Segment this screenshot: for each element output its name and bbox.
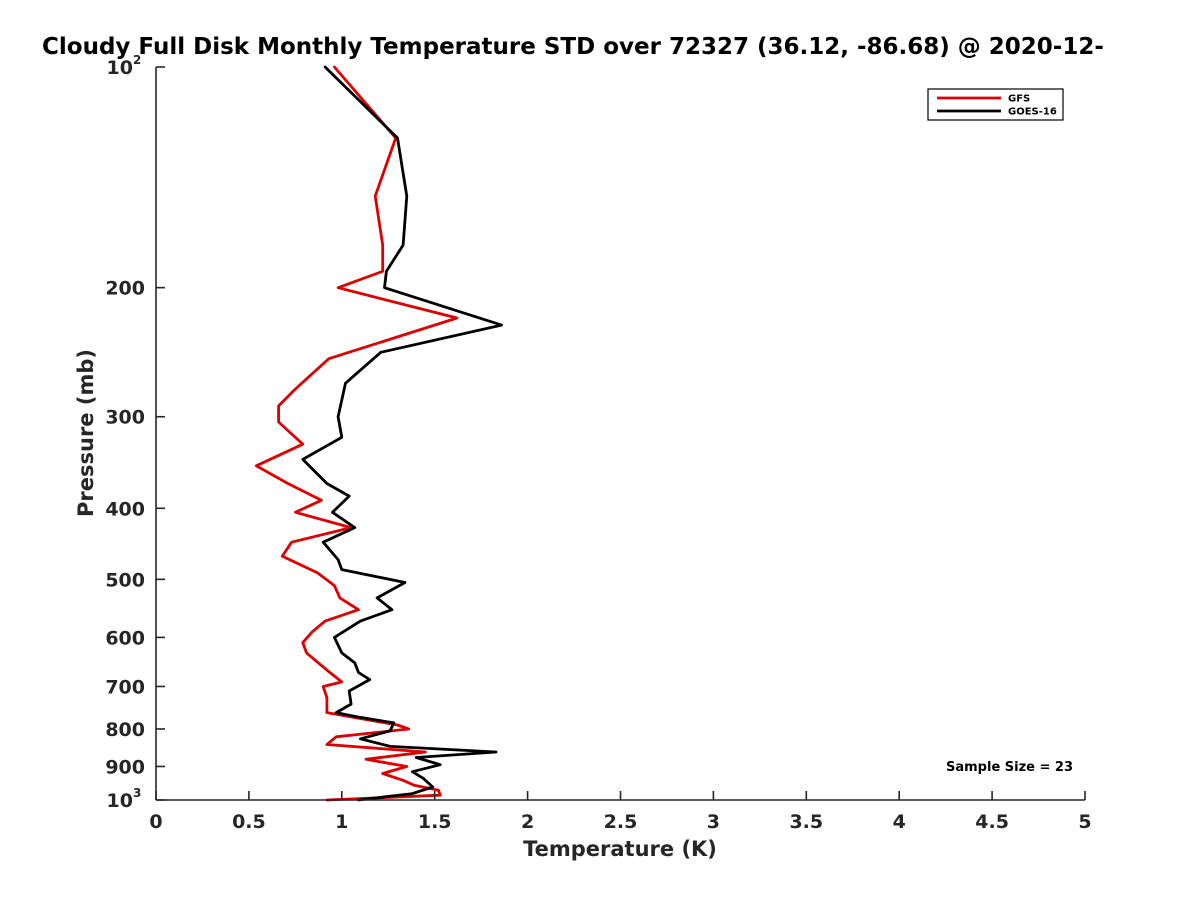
y-tick-label: 800 [105, 719, 145, 741]
y-axis-label: Pressure (mb) [74, 349, 98, 517]
y-tick-label-base: 10 [107, 57, 133, 79]
legend-box [927, 88, 1064, 121]
series-line-goes-16 [301, 65, 504, 802]
series-line-gfs [254, 65, 459, 802]
y-tick-label: 400 [105, 498, 145, 520]
x-tick-label: 4 [893, 811, 906, 833]
x-tick-label: 0.5 [232, 811, 266, 833]
y-tick-label: 700 [105, 676, 145, 698]
legend-label: GFS [1008, 94, 1030, 105]
x-tick-label: 1.5 [418, 811, 452, 833]
x-tick-label: 0 [149, 811, 162, 833]
legend: GFS GOES-16 [927, 88, 1064, 121]
y-tick-label-exponent: 2 [133, 53, 141, 67]
y-tick-label-base: 10 [107, 790, 133, 812]
x-tick-label: 5 [1078, 811, 1091, 833]
y-tick-label: 500 [105, 569, 145, 591]
y-tick-label: 200 [105, 278, 145, 300]
x-tick-label: 1 [335, 811, 348, 833]
y-tick-label: 300 [105, 407, 145, 429]
x-tick-label: 2.5 [604, 811, 638, 833]
x-axis-label: Temperature (K) [523, 837, 717, 861]
chart-title: Cloudy Full Disk Monthly Temperature STD… [42, 34, 1104, 60]
y-tick-label: 600 [105, 627, 145, 649]
y-tick-label: 900 [105, 756, 145, 778]
sample-size-annotation: Sample Size = 23 [946, 760, 1073, 775]
x-tick-label: 4.5 [975, 811, 1009, 833]
x-tick-label: 2 [521, 811, 534, 833]
x-tick-label: 3.5 [789, 811, 823, 833]
series-layer [254, 65, 504, 802]
x-tick-label: 3 [707, 811, 720, 833]
x-ticks: 0 0.5 1 1.5 2 2.5 3 3.5 4 4.5 5 [149, 791, 1092, 833]
legend-label: GOES-16 [1008, 107, 1057, 118]
y-tick-label-exponent: 3 [133, 786, 141, 800]
